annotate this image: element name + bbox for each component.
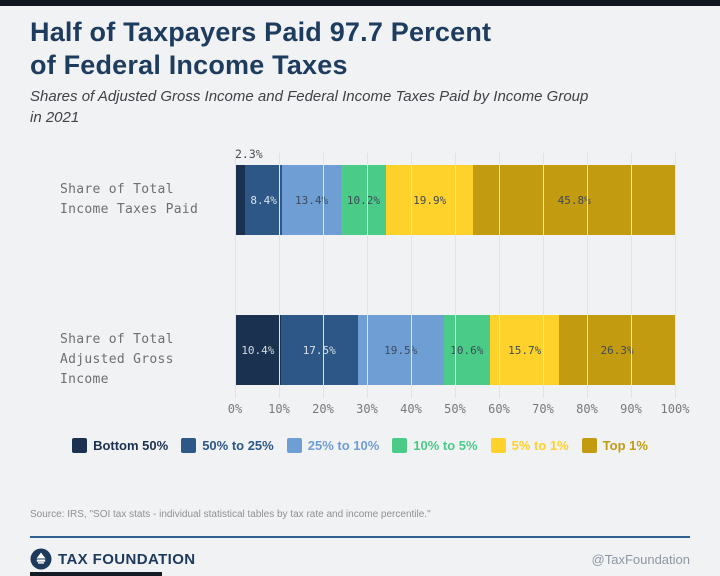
segment-value-label: 10.4%	[241, 343, 275, 357]
segment-value-label: 19.5%	[384, 343, 418, 357]
segment-value-label: 19.9%	[413, 193, 447, 207]
gridline	[631, 153, 632, 398]
legend-item-25-to-10: 25% to 10%	[286, 438, 380, 453]
legend-label: 50% to 25%	[202, 438, 274, 453]
legend-item-50-to-25: 50% to 25%	[181, 438, 274, 453]
segment-value-label: 17.5%	[302, 343, 336, 357]
gridline	[455, 153, 456, 398]
legend-swatch	[581, 438, 597, 453]
x-axis-tick-label: 40%	[400, 402, 422, 416]
segment-value-label: 2.3%	[235, 147, 263, 161]
bar-segment-10-to-5: 10.6%	[443, 315, 491, 385]
brand-name: TAX FOUNDATION	[58, 550, 196, 568]
legend-label: Top 1%	[602, 438, 648, 453]
x-axis-tick-label: 70%	[532, 402, 554, 416]
x-axis-tick-label: 100%	[660, 402, 690, 416]
footer: TAX FOUNDATION @TaxFoundation	[30, 547, 690, 571]
page-subtitle: Shares of Adjusted Gross Income and Fede…	[30, 88, 589, 126]
chart-legend: Bottom 50% 50% to 25% 25% to 10% 10% to 5% 5…	[0, 438, 720, 453]
stacked-bar-adjusted-gross-income: 10.4% 17.5% 19.5% 10.6% 15.7% 26.3%	[235, 315, 675, 385]
bar-segment-bottom-50: 10.4%	[235, 315, 281, 385]
bar-segment-top-1: 45.8%	[473, 165, 675, 235]
bar-segment-top-1: 26.3%	[559, 315, 675, 385]
segment-value-label: 15.7%	[508, 343, 542, 357]
plot-area: 2.3% 8.4% 13.4% 10.2% 19.9% 45.8% 10.4% 17.5% 1…	[235, 147, 676, 398]
x-axis-tick-label: 0%	[227, 402, 243, 416]
stacked-bar-income-taxes-paid: 2.3% 8.4% 13.4% 10.2% 19.9% 45.8%	[235, 147, 675, 235]
legend-item-10-to-5: 10% to 5%	[392, 438, 478, 453]
segment-value-label: 26.3%	[600, 343, 634, 357]
legend-item-5-to-1: 5% to 1%	[490, 438, 569, 453]
legend-label: Bottom 50%	[93, 438, 169, 453]
x-axis-tick-label: 80%	[576, 402, 598, 416]
x-axis-tick-label: 20%	[312, 402, 334, 416]
legend-item-top-1: Top 1%	[581, 438, 648, 453]
bar-segment-25-to-10: 13.4%	[282, 165, 342, 235]
x-axis-tick-label: 30%	[356, 402, 378, 416]
bar-segment-5-to-1: 19.9%	[385, 165, 474, 235]
gridline	[587, 153, 588, 398]
tax-foundation-logo-icon	[30, 548, 52, 570]
footer-divider	[30, 536, 690, 538]
segment-value-label: 10.6%	[450, 343, 484, 357]
bar-segment-bottom-50	[235, 165, 246, 235]
legend-swatch	[181, 438, 197, 453]
x-axis: 0% 10% 20% 30% 40% 50% 60% 70% 80% 90% 100%	[228, 402, 690, 418]
x-axis-tick-label: 60%	[488, 402, 510, 416]
legend-item-bottom-50: Bottom 50%	[72, 438, 168, 453]
legend-swatch	[392, 438, 408, 453]
x-axis-tick-label: 50%	[444, 402, 466, 416]
legend-swatch	[286, 438, 302, 453]
brand: TAX FOUNDATION	[30, 548, 196, 570]
legend-swatch	[490, 438, 506, 453]
segment-value-label: 10.2%	[346, 193, 381, 207]
legend-label: 25% to 10%	[307, 438, 380, 453]
gridline	[411, 153, 412, 398]
bar-segment-25-to-10: 19.5%	[357, 315, 444, 385]
segment-value-label: 13.4%	[294, 193, 329, 207]
segment-value-label: 8.4%	[250, 193, 277, 207]
gridline	[675, 153, 676, 398]
gridline	[323, 153, 324, 398]
source-note: Source: IRS, "SOI tax stats - individual…	[30, 509, 431, 520]
gridline	[543, 153, 544, 398]
gridline	[279, 153, 280, 398]
bar-segment-50-to-25: 17.5%	[280, 315, 358, 385]
gridline	[235, 153, 236, 398]
legend-label: 5% to 1%	[511, 438, 569, 453]
page-title: Half of Taxpayers Paid 97.7 Percent of F…	[30, 17, 492, 80]
legend-swatch	[72, 438, 88, 453]
legend-label: 10% to 5%	[413, 438, 478, 453]
bar-segment-50-to-25: 8.4%	[245, 165, 283, 235]
segment-value-label: 45.8%	[557, 193, 591, 207]
bar-label-income-taxes-paid: Share of Total Income Taxes Paid	[60, 182, 199, 217]
gridline	[367, 153, 368, 398]
gridline	[499, 153, 500, 398]
bar-segment-5-to-1: 15.7%	[490, 315, 560, 385]
twitter-handle: @TaxFoundation	[591, 551, 690, 567]
top-border-strip	[0, 0, 720, 6]
x-axis-tick-label: 90%	[620, 402, 642, 416]
bar-segment-10-to-5: 10.2%	[341, 165, 386, 235]
bottom-border-strip	[30, 572, 162, 576]
bar-label-adjusted-gross-income: Share of Total Adjusted Gross Income	[60, 332, 174, 387]
x-axis-tick-label: 10%	[268, 402, 290, 416]
